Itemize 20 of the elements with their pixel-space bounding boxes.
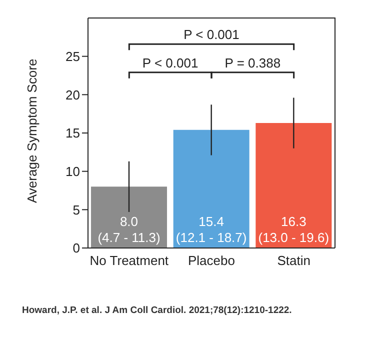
y-tick-label: 25 [66, 48, 80, 64]
y-tick-label: 10 [66, 164, 80, 179]
bar [256, 123, 332, 248]
y-tick-label: 20 [66, 87, 80, 102]
y-axis-title: Average Symptom Score [24, 58, 40, 203]
y-tick-label: 15 [66, 126, 80, 141]
annotation: P = 0.388 [224, 55, 281, 70]
x-tick-label: Placebo [188, 253, 235, 268]
data-label: 15.4 (12.1 - 18.7) [176, 214, 247, 245]
text: Howard, J.P. et al. J Am Coll Cardiol. 2021;78(12):1210-1222. [22, 305, 293, 316]
bar [173, 130, 250, 248]
bar [91, 186, 167, 248]
annotation: P < 0.001 [184, 27, 240, 42]
annotation: P < 0.001 [142, 55, 198, 70]
data-label: 16.3 (13.0 - 19.6) [258, 214, 330, 245]
y-tick-label: 0 [72, 240, 80, 256]
x-tick-label: No Treatment [90, 253, 169, 268]
y-tick-label: 5 [72, 202, 80, 218]
x-tick-label: Statin [277, 253, 310, 268]
data-label: 8.0 (4.7 - 11.3) [98, 214, 160, 245]
